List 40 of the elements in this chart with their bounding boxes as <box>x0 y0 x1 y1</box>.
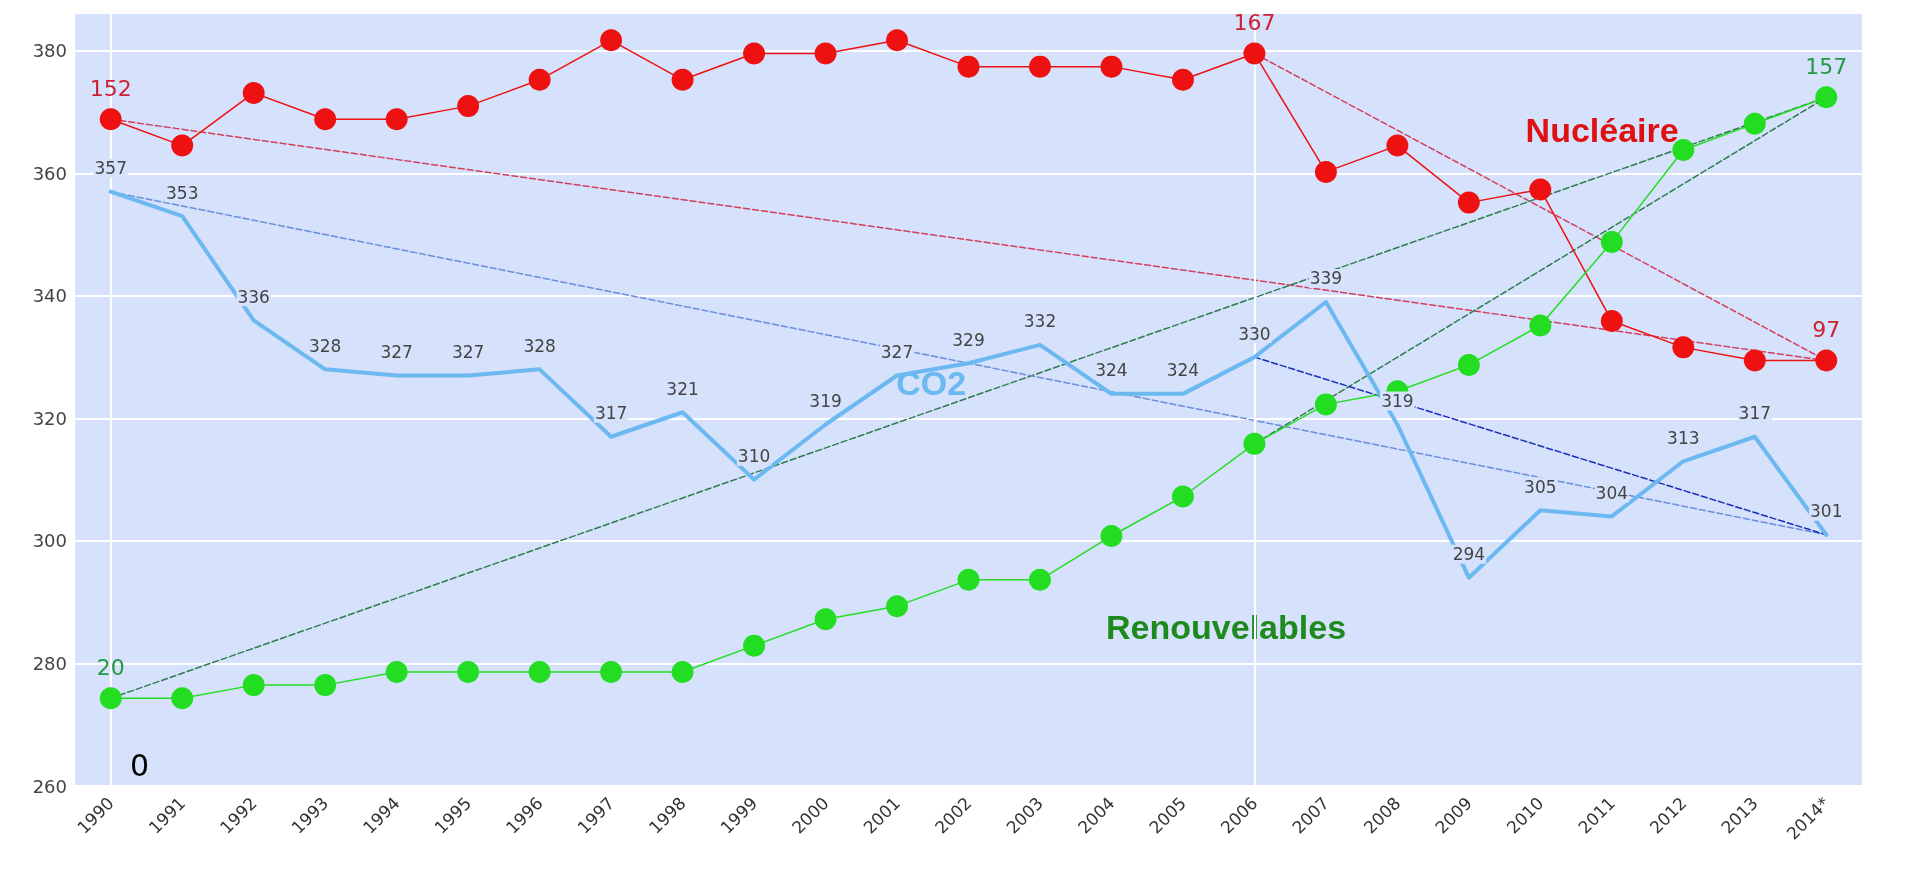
data-label: 324 <box>1166 360 1200 381</box>
data-label: 327 <box>451 341 485 362</box>
data-label: 330 <box>1238 323 1271 344</box>
y-tick-label: 340 <box>32 285 67 307</box>
data-label: 336 <box>237 286 270 307</box>
data-label: 328 <box>308 335 342 356</box>
y-tick-label: 320 <box>32 407 67 429</box>
data-label: 319 <box>1381 391 1414 412</box>
data-label: 305 <box>1524 476 1557 497</box>
data-label: 167 <box>1233 9 1276 35</box>
data-label: 97 <box>1812 317 1841 343</box>
data-label: 339 <box>1309 268 1343 289</box>
data-label: 317 <box>1738 403 1772 424</box>
y-tick-label: 260 <box>32 775 67 797</box>
data-label: 328 <box>523 335 556 356</box>
data-label: 310 <box>737 446 771 467</box>
y-tick-label: 360 <box>32 162 67 184</box>
annotation: 0 <box>130 747 150 783</box>
data-label: 327 <box>880 341 914 362</box>
y-tick-label: 280 <box>32 652 67 674</box>
y-tick-label: 300 <box>32 530 67 552</box>
data-label: 357 <box>94 158 127 179</box>
data-label: 353 <box>165 182 199 203</box>
data-label: 324 <box>1095 360 1128 381</box>
data-label: 20 <box>96 654 125 680</box>
data-label: 294 <box>1452 544 1486 565</box>
data-label: 301 <box>1810 501 1843 522</box>
data-label: 319 <box>809 391 842 412</box>
data-label: 321 <box>666 378 699 399</box>
data-label: 313 <box>1667 427 1700 448</box>
data-label: 317 <box>594 403 628 424</box>
series-label: Nucléaire <box>1525 111 1679 150</box>
data-label: 332 <box>1023 311 1057 332</box>
y-tick-label: 380 <box>32 40 67 62</box>
data-label: 157 <box>1805 53 1848 79</box>
data-label: 152 <box>89 75 132 101</box>
series-label: Renouvelables <box>1106 608 1347 647</box>
data-label: 329 <box>952 329 985 350</box>
data-label: 304 <box>1595 482 1629 503</box>
data-label: 327 <box>380 341 413 362</box>
